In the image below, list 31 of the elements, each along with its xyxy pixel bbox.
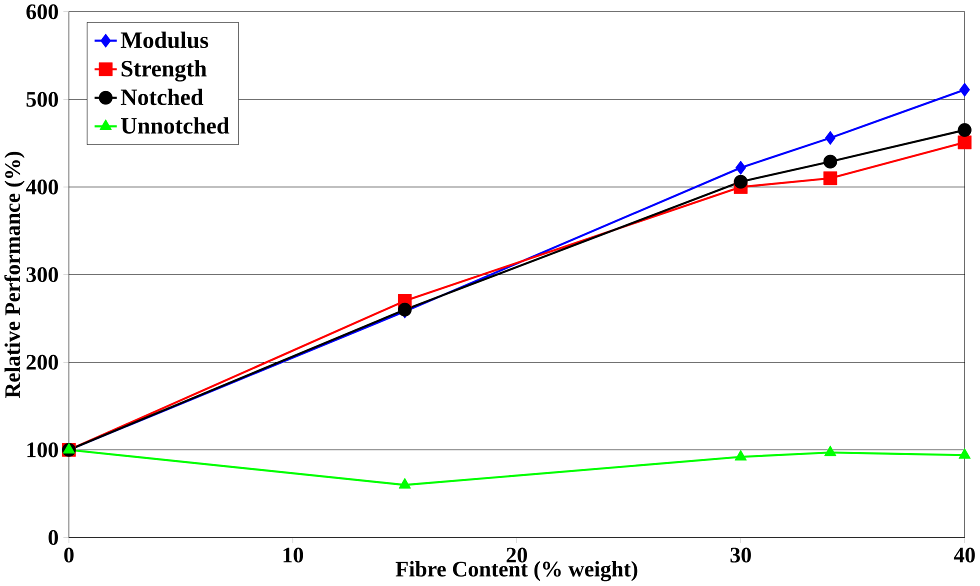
point	[398, 478, 411, 489]
point	[958, 448, 971, 459]
legend-label: Strength	[122, 60, 207, 82]
y-tick-label: 300	[26, 267, 58, 282]
y-tick-label: 500	[26, 92, 58, 108]
legend-label: Modulus	[120, 32, 208, 48]
point	[734, 450, 747, 461]
y-tick-label: 200	[26, 355, 58, 370]
point	[734, 175, 748, 189]
point	[824, 446, 836, 456]
x-axis-title: Fibre Content (% weight)	[396, 561, 638, 582]
y-tick-label: 0	[48, 530, 58, 546]
point	[825, 131, 836, 146]
point	[735, 161, 746, 175]
point	[62, 443, 75, 454]
y-tick-label: 100	[27, 442, 58, 458]
legend-label: Unnotched	[121, 117, 230, 134]
y-tick-label: 400	[26, 180, 58, 195]
x-tick-label: 40	[954, 548, 975, 563]
x-tick-label: 0	[64, 548, 74, 563]
point	[959, 83, 970, 97]
point	[823, 154, 838, 169]
point	[958, 123, 972, 138]
point	[823, 172, 838, 186]
y-tick-label: 600	[26, 4, 58, 20]
x-tick-label: 10	[284, 548, 304, 563]
legend-label: Notched	[120, 88, 204, 106]
point	[958, 136, 972, 150]
x-tick-label: 20	[506, 548, 527, 563]
x-tick-label: 30	[730, 548, 751, 563]
y-axis-title: Relative Performance (%)	[4, 152, 25, 398]
